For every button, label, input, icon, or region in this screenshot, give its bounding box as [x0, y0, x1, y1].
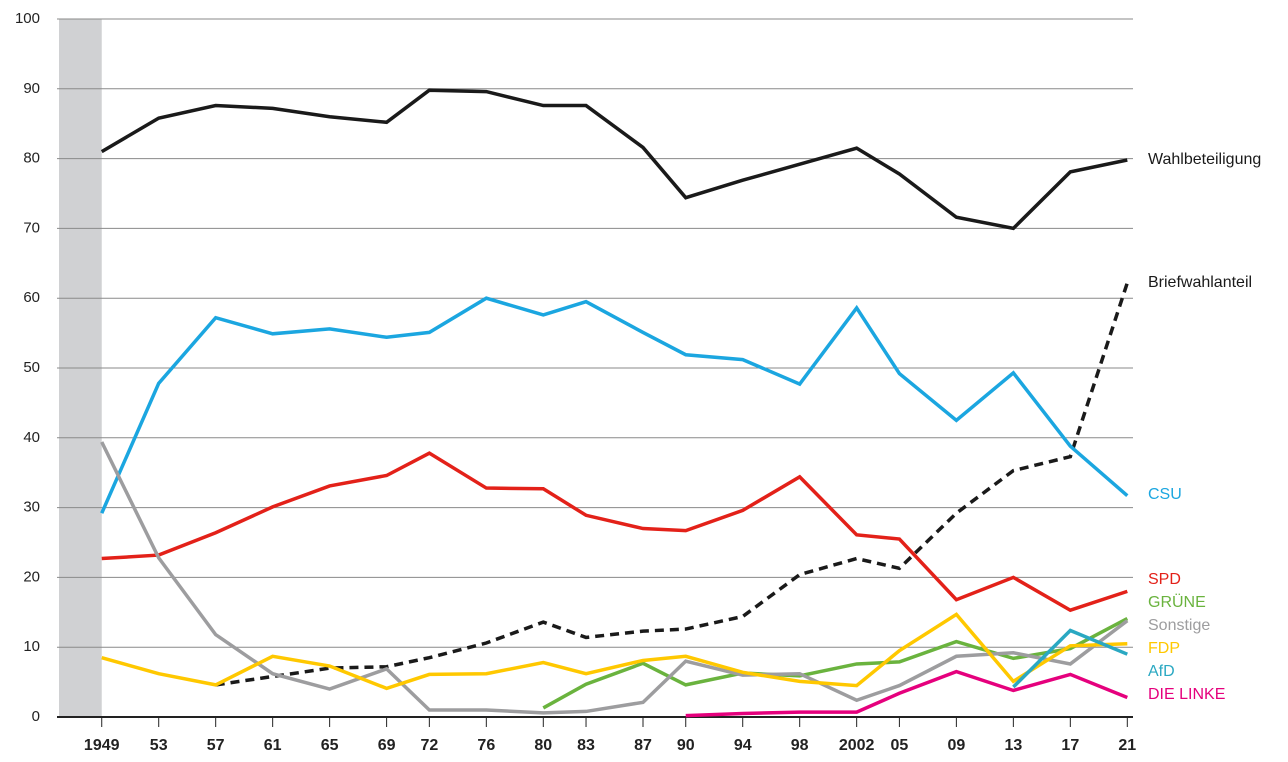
x-tick-label: 53	[150, 737, 168, 754]
x-tick-label: 76	[477, 737, 495, 754]
series-label: SPD	[1148, 571, 1181, 588]
series-line	[101, 612, 1128, 691]
y-tick-label: 20	[23, 568, 40, 585]
y-tick-label: 90	[23, 80, 40, 97]
series-label: Wahlbeteiligung	[1148, 151, 1261, 168]
series-label: CSU	[1148, 486, 1182, 503]
series-line	[685, 669, 1128, 718]
x-tick-label: 94	[734, 737, 752, 754]
y-tick-label: 60	[23, 289, 40, 306]
x-tick-label: 2002	[839, 737, 875, 754]
x-tick-label: 72	[420, 737, 438, 754]
series-line	[215, 282, 1129, 687]
x-tick-label: 65	[321, 737, 339, 754]
series-label: AfD	[1148, 663, 1175, 680]
series-label: Briefwahlanteil	[1148, 274, 1252, 291]
y-tick-label: 0	[32, 708, 40, 725]
x-tick-label: 69	[378, 737, 396, 754]
x-tick-label: 80	[534, 737, 552, 754]
y-tick-label: 50	[23, 359, 40, 376]
y-tick-label: 10	[23, 638, 40, 655]
series-line	[100, 88, 1128, 231]
series-label: GRÜNE	[1148, 593, 1206, 611]
series-line	[100, 441, 1129, 715]
series-label: FDP	[1148, 640, 1180, 657]
x-tick-label: 57	[207, 737, 225, 754]
y-tick-label: 40	[23, 429, 40, 446]
y-tick-label: 70	[23, 219, 40, 236]
y-tick-label: 100	[15, 10, 40, 27]
x-tick-label: 17	[1061, 737, 1079, 754]
series-line	[100, 296, 1129, 514]
series-line	[101, 451, 1128, 613]
x-tick-label: 21	[1118, 737, 1136, 754]
x-tick-label: 87	[634, 737, 652, 754]
x-tick-label: 13	[1004, 737, 1022, 754]
x-tick-label: 98	[791, 737, 809, 754]
x-tick-label: 83	[577, 737, 595, 754]
y-tick-label: 30	[23, 499, 40, 516]
series-label: DIE LINKE	[1148, 686, 1225, 703]
y-tick-label: 80	[23, 150, 40, 167]
series-line	[542, 617, 1129, 710]
x-tick-label: 09	[947, 737, 965, 754]
x-tick-label: 61	[264, 737, 282, 754]
x-tick-label: 1949	[84, 737, 120, 754]
series-line	[1012, 628, 1128, 689]
x-tick-label: 05	[890, 737, 908, 754]
x-tick-label: 90	[677, 737, 695, 754]
series-label: Sonstige	[1148, 617, 1210, 634]
